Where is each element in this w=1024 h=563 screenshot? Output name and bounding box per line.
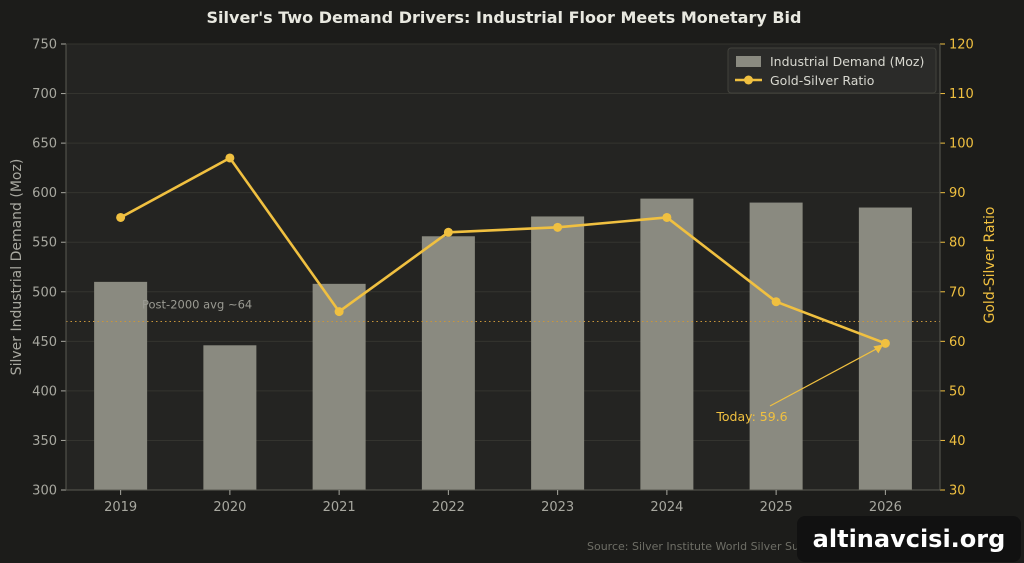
annotation-label: Today: 59.6 [715,409,787,424]
ratio-line [120,156,886,345]
left-tick-label: 650 [32,137,57,152]
plot-background [66,44,940,490]
legend-label-line: Gold-Silver Ratio [770,73,874,88]
left-tick-label: 450 [32,335,57,350]
bar-industrial-demand [531,216,585,490]
left-tick-label: 550 [32,236,57,251]
ratio-point [443,227,453,237]
x-tick-label: 2026 [869,500,902,515]
left-tick-label: 700 [32,87,57,102]
left-tick-label: 500 [32,285,57,300]
legend-label-bars: Industrial Demand (Moz) [770,54,924,69]
right-tick-label: 120 [949,38,974,53]
left-tick-label: 300 [32,484,57,499]
x-tick-label: 2021 [323,500,356,515]
x-tick-label: 2025 [760,500,793,515]
right-tick-label: 80 [949,236,966,251]
x-tick-label: 2024 [650,500,683,515]
x-tick-label: 2020 [213,500,246,515]
bar-industrial-demand [749,202,803,491]
x-tick-label: 2023 [541,500,574,515]
ratio-point [553,222,563,232]
annotation-arrow-line [769,346,880,407]
watermark-badge: altinavcisi.org [797,516,1021,562]
legend-swatch-marker [744,75,753,85]
reference-line-label: Post-2000 avg ~64 [142,298,252,312]
ratio-point [116,212,126,222]
right-tick-label: 70 [949,285,966,300]
bar-industrial-demand [640,198,694,490]
bar-industrial-demand [94,281,148,490]
chart-title: Silver's Two Demand Drivers: Industrial … [207,8,802,27]
bar-industrial-demand [203,345,257,490]
right-axis-title: Gold-Silver Ratio [982,207,998,324]
right-tick-label: 30 [949,484,966,499]
left-tick-label: 350 [32,434,57,449]
right-tick-label: 60 [949,335,966,350]
right-tick-label: 50 [949,384,966,399]
x-tick-label: 2019 [104,500,137,515]
left-tick-label: 400 [32,384,57,399]
right-tick-label: 90 [949,186,966,201]
right-tick-label: 100 [949,137,974,152]
bar-industrial-demand [858,207,912,491]
right-tick-label: 40 [949,434,966,449]
bar-industrial-demand [312,283,366,490]
ratio-point [225,153,235,163]
ratio-point [880,338,890,348]
right-tick-label: 110 [949,87,974,102]
legend-swatch-bars [736,56,761,67]
legend-box [727,47,937,94]
x-tick-label: 2022 [432,500,465,515]
source-note: Source: Silver Institute World Silver Su… [587,540,824,553]
annotation-arrow-head [873,344,884,354]
ratio-point [334,307,344,317]
left-tick-label: 600 [32,186,57,201]
ratio-point [662,212,672,222]
left-axis-title: Silver Industrial Demand (Moz) [9,159,25,376]
ratio-point [771,297,781,307]
bar-industrial-demand [421,236,475,490]
left-tick-label: 750 [32,38,57,53]
